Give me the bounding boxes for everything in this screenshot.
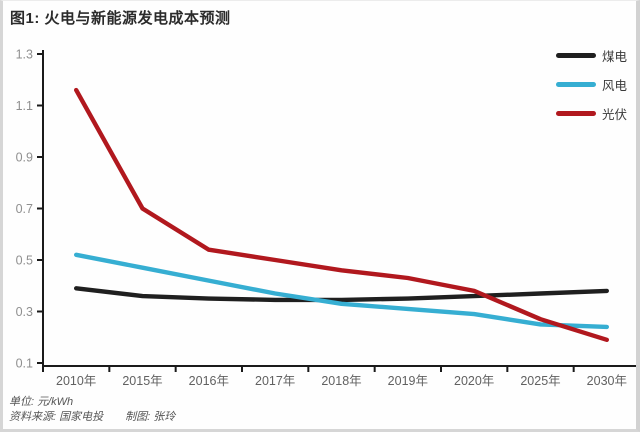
series-line-风电 bbox=[73, 252, 609, 330]
x-tick-label: 2019年 bbox=[388, 374, 428, 388]
y-tick-label: 1.3 bbox=[16, 48, 33, 62]
x-tick-label: 2020年 bbox=[454, 374, 494, 388]
y-tick-label: 0.9 bbox=[16, 151, 33, 165]
x-tick-label: 2030年 bbox=[587, 374, 627, 388]
legend-label-solar: 光伏 bbox=[601, 108, 627, 122]
series-line-煤电 bbox=[73, 286, 609, 303]
coal-line-swatch bbox=[555, 53, 596, 58]
legend-item-wind: 风电 bbox=[555, 77, 627, 93]
unit-note: 单位: 元/kWh bbox=[9, 396, 74, 408]
y-tick-label: 0.7 bbox=[16, 202, 33, 216]
wind-line-swatch bbox=[555, 82, 596, 87]
legend-label-coal: 煤电 bbox=[601, 50, 627, 64]
credit-note: 制图: 张玲 bbox=[125, 411, 176, 423]
x-tick-label: 2016年 bbox=[189, 374, 229, 388]
chart-legend: 煤电 风电 光伏 bbox=[555, 48, 627, 122]
y-tick-label: 1.1 bbox=[16, 99, 33, 113]
y-tick-label: 0.5 bbox=[16, 254, 33, 268]
x-tick-label: 2017年 bbox=[255, 374, 295, 388]
source-credit-line: 资料来源: 国家电投 制图: 张玲 bbox=[9, 410, 175, 425]
legend-item-coal: 煤电 bbox=[555, 48, 627, 64]
x-tick-label: 2025年 bbox=[520, 374, 560, 388]
x-tick-label: 2010年 bbox=[56, 374, 96, 388]
figure-title: 图1: 火电与新能源发电成本预测 bbox=[10, 10, 231, 27]
chart-footer: 单位: 元/kWh 资料来源: 国家电投 制图: 张玲 bbox=[9, 395, 175, 425]
legend-item-solar: 光伏 bbox=[555, 106, 627, 122]
y-tick-label: 0.3 bbox=[16, 305, 33, 319]
source-note: 资料来源: 国家电投 bbox=[9, 411, 104, 423]
cost-forecast-line-chart: 0.1 0.3 0.5 0.7 0.9 1.1 1.3 2010年 2015年 2016年 2017… bbox=[16, 48, 636, 388]
series-line-光伏 bbox=[73, 87, 609, 342]
x-tick-label: 2015年 bbox=[122, 374, 162, 388]
y-tick-label: 0.1 bbox=[16, 357, 33, 371]
legend-label-wind: 风电 bbox=[601, 79, 627, 93]
solar-line-swatch bbox=[555, 111, 596, 116]
x-tick-label: 2018年 bbox=[321, 374, 361, 388]
